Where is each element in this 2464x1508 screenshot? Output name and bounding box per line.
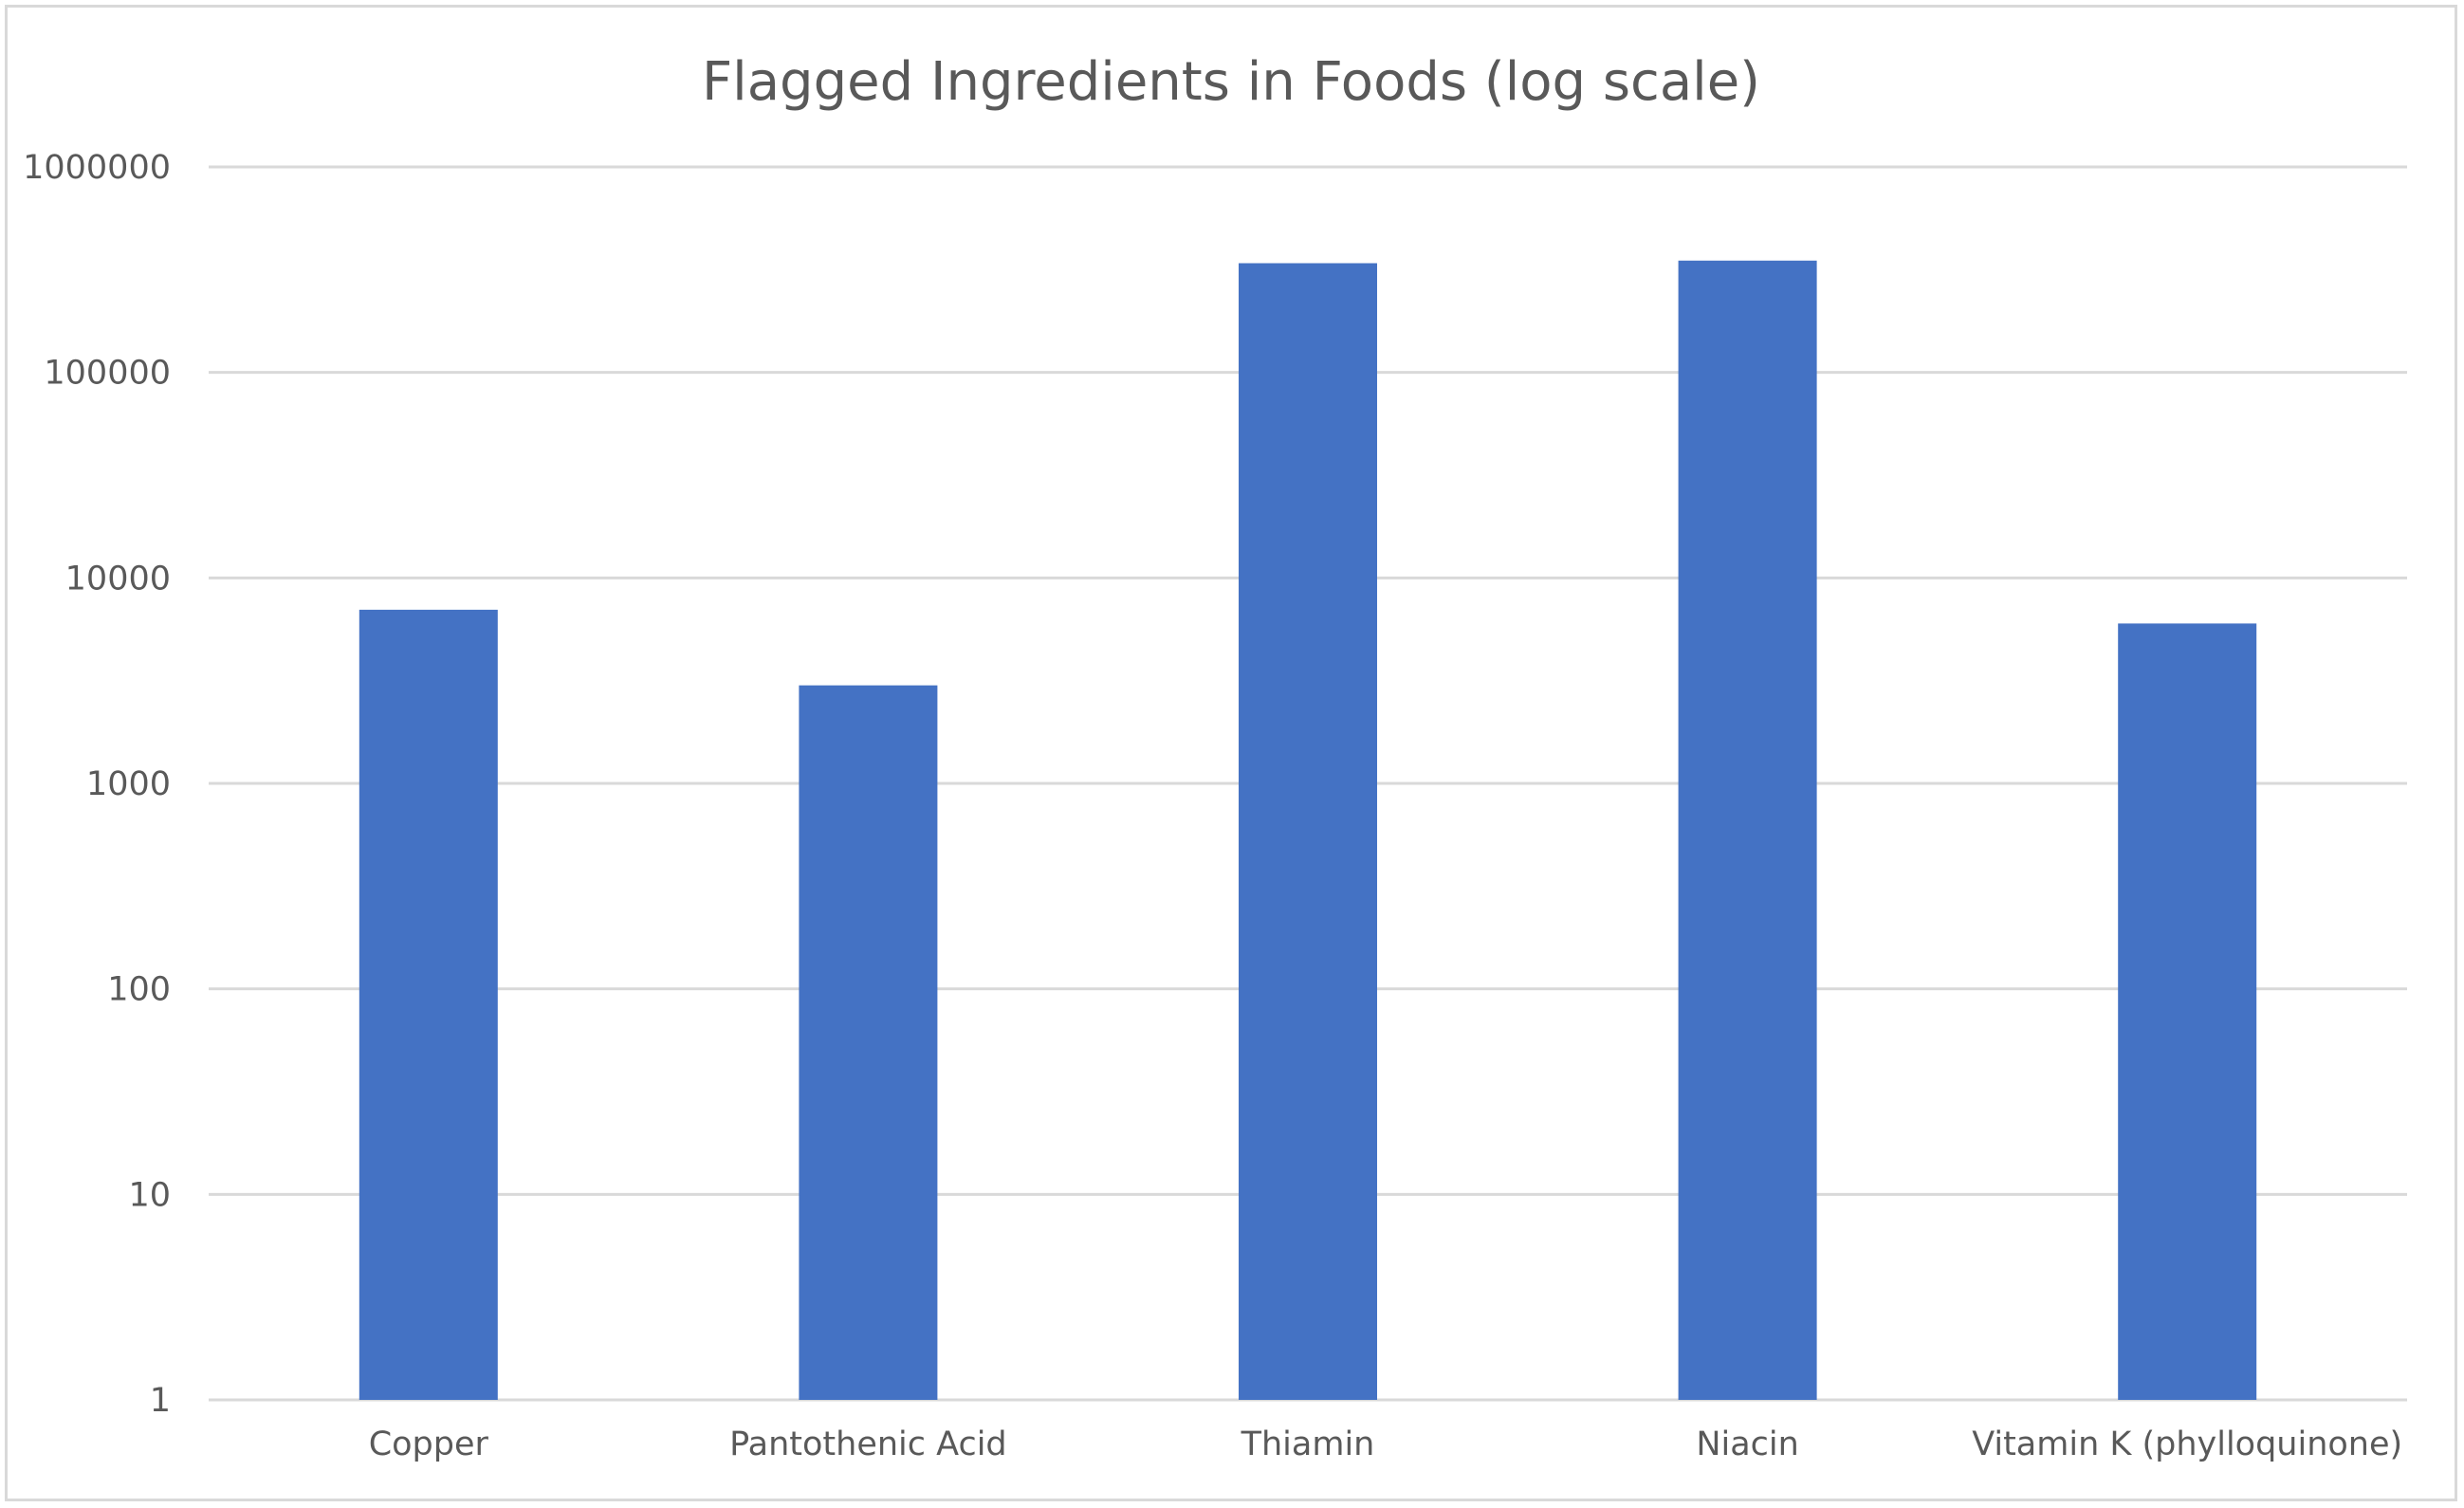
y-tick-label: 100 (107, 971, 171, 1009)
y-tick-label: 1000000 (23, 149, 171, 187)
x-category-label: Pantothenic Acid (729, 1425, 1007, 1463)
x-category-label: Thiamin (1241, 1425, 1375, 1463)
y-tick-label: 1000 (86, 765, 171, 803)
y-tick-label: 10000 (65, 560, 171, 598)
chart-title: Flagged Ingredients in Foods (log scale) (702, 51, 1760, 113)
bar-vitamin-k-phylloquinone (2118, 623, 2257, 1400)
y-axis-tick-labels: 1 10 100 1000 10000 100000 1000000 (23, 149, 171, 1420)
x-category-label: Vitamin K (phylloquinone) (1972, 1425, 2402, 1463)
bar-chart: Flagged Ingredients in Foods (log scale)… (23, 51, 2407, 1463)
bar-niacin (1678, 260, 1817, 1400)
y-tick-label: 100000 (44, 355, 171, 393)
bar-pantothenic-acid (799, 685, 938, 1400)
x-axis-category-labels: Copper Pantothenic Acid Thiamin Niacin Vitam… (369, 1425, 2403, 1463)
x-category-label: Niacin (1696, 1425, 1799, 1463)
bar-thiamin (1239, 263, 1377, 1400)
x-category-label: Copper (369, 1425, 489, 1463)
bar-copper (359, 609, 498, 1400)
bars (359, 260, 2257, 1400)
y-tick-label: 10 (128, 1176, 171, 1214)
chart-frame: Flagged Ingredients in Foods (log scale)… (5, 5, 2457, 1501)
y-tick-label: 1 (150, 1382, 171, 1420)
